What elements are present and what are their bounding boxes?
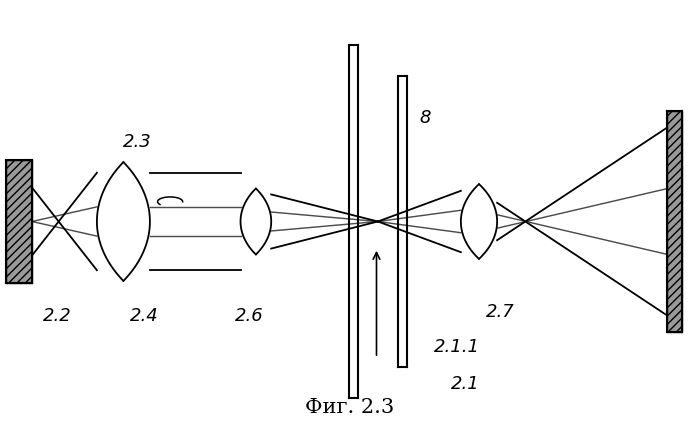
Text: 2.1.1: 2.1.1 [434,338,480,356]
Text: 2.1: 2.1 [451,375,480,393]
Bar [6,160,32,283]
Text: 2.4: 2.4 [130,307,159,325]
Text: Фиг. 2.3: Фиг. 2.3 [305,398,395,417]
Text: 2.3: 2.3 [123,133,152,151]
Text: 8: 8 [420,109,431,127]
Bar [398,76,407,367]
Bar [666,112,682,331]
Text: 2.6: 2.6 [234,307,263,325]
Text: 2.7: 2.7 [486,303,514,321]
Bar [349,46,358,397]
Text: 2.2: 2.2 [43,307,71,325]
